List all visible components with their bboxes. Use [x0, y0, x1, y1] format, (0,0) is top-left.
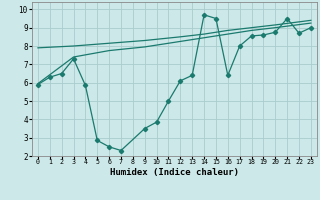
X-axis label: Humidex (Indice chaleur): Humidex (Indice chaleur): [110, 168, 239, 177]
